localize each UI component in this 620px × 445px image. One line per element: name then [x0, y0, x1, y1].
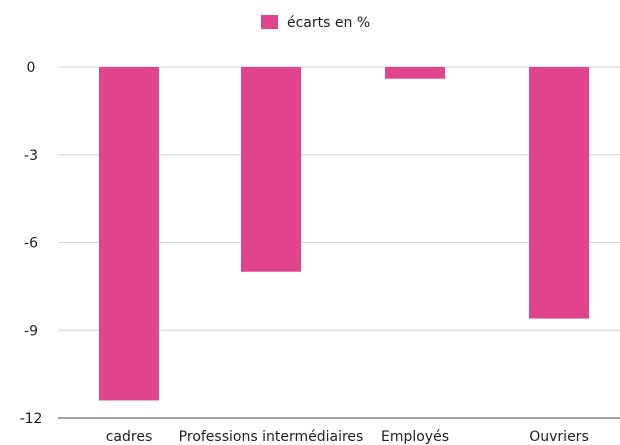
y-tick-label: -3	[24, 148, 38, 164]
x-axis-category-labels: cadres Professions intermédiaires Employés…	[106, 429, 589, 445]
x-category-label: Employés	[381, 429, 449, 445]
legend-label: écarts en %	[287, 15, 370, 31]
bar-3	[529, 67, 589, 319]
y-tick-label: 0	[27, 60, 36, 76]
y-tick-label: -6	[24, 236, 38, 252]
bar-0	[99, 67, 159, 400]
x-category-label: Professions intermédiaires	[179, 429, 364, 445]
y-tick-label: -12	[20, 411, 43, 427]
x-category-label: cadres	[106, 429, 153, 445]
y-axis-tick-labels: 0 -3 -6 -9 -12	[20, 60, 43, 427]
x-category-label: Ouvriers	[529, 429, 589, 445]
legend: écarts en %	[261, 15, 370, 31]
y-tick-label: -9	[24, 323, 38, 339]
bar-1	[241, 67, 301, 272]
legend-swatch	[261, 15, 278, 29]
bars	[99, 67, 589, 400]
bar-2	[385, 67, 445, 79]
